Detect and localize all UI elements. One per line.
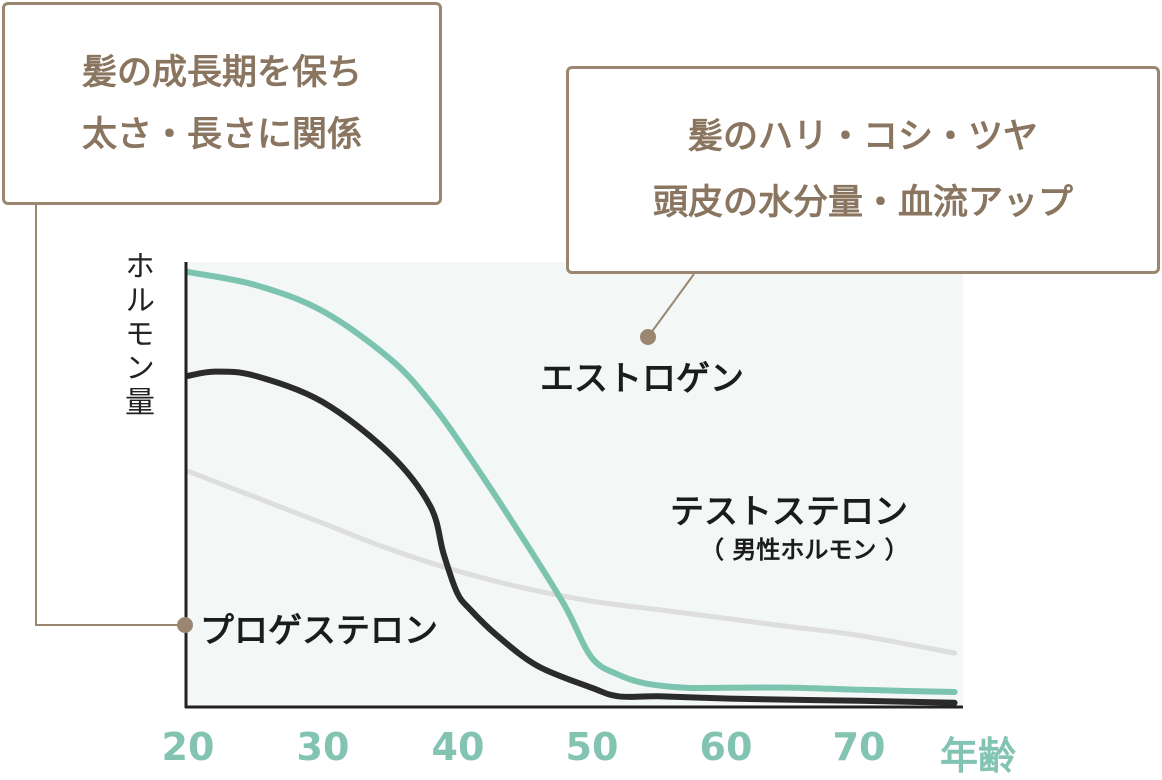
callout-right-leader: [647, 273, 695, 338]
x-tick-label: 60: [699, 725, 753, 769]
series-label-estrogen: エストロゲン: [540, 359, 744, 399]
callout-line: 太さ・長さに関係: [81, 114, 362, 155]
series-line-progesterone: [185, 368, 958, 706]
y-axis-label: ホルモン量: [119, 250, 154, 420]
x-tick-label: 30: [296, 725, 350, 769]
callout-progesterone: 髪の成長期を保ち 太さ・長さに関係: [2, 2, 442, 205]
x-tick-label: 50: [565, 725, 619, 769]
series-label-testosterone: テストステロン: [670, 492, 908, 532]
x-axis-label: 年齢: [940, 734, 1017, 778]
callout-estrogen: 髪のハリ・コシ・ツヤ 頭皮の水分量・血流アップ: [566, 66, 1160, 274]
x-tick-label: 40: [431, 725, 485, 769]
x-tick-label: 20: [161, 725, 215, 769]
series-note-testosterone: （ 男性ホルモン ）: [700, 536, 909, 564]
callout-right-marker: [640, 329, 656, 345]
x-tick-label: 70: [832, 725, 886, 769]
callout-line: 髪のハリ・コシ・ツヤ: [687, 117, 1038, 157]
series-layer: [185, 269, 958, 706]
series-label-progesterone: プロゲステロン: [200, 611, 438, 651]
series-line-estrogen: [185, 269, 958, 695]
callout-left-leader: [35, 205, 185, 626]
callout-line: 頭皮の水分量・血流アップ: [652, 183, 1073, 223]
callout-line: 髪の成長期を保ち: [81, 52, 362, 93]
callout-left-marker: [177, 617, 193, 633]
